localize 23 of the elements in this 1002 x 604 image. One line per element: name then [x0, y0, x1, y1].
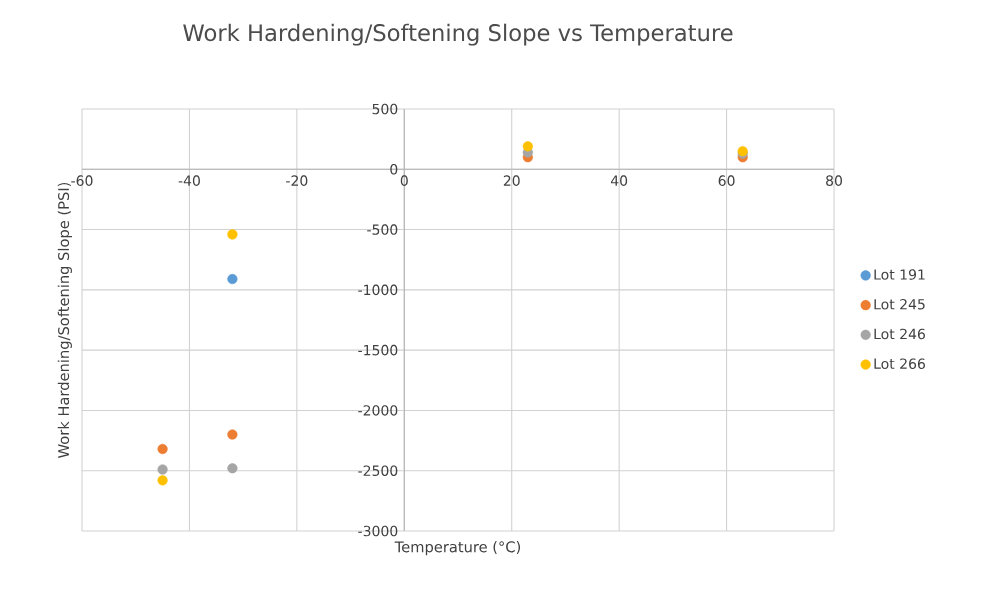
- y-tick-label: -1500: [358, 344, 398, 356]
- y-tick-label: -2000: [358, 405, 398, 416]
- y-axis-title: Work Hardening/Softening Slope (PSI): [57, 182, 72, 458]
- x-tick-label: 80: [826, 175, 842, 186]
- x-tick-label: 0: [400, 175, 408, 186]
- x-tick-label: -20: [286, 175, 308, 186]
- x-tick-label: -60: [71, 175, 93, 186]
- legend-label: Lot 246: [874, 328, 925, 340]
- legend-label: Lot 191: [874, 269, 925, 280]
- legend-label: Lot 245: [874, 298, 925, 310]
- x-tick-label: 20: [503, 175, 520, 186]
- legend-label: Lot 266: [874, 358, 925, 369]
- y-tick-label: -3000: [358, 525, 398, 537]
- y-tick-label: -1000: [358, 284, 398, 296]
- x-tick-label: 40: [610, 175, 628, 186]
- y-tick-label: 500: [372, 103, 398, 115]
- y-tick-label: 0: [390, 163, 398, 175]
- y-tick-label: -2500: [358, 465, 398, 476]
- chart-title: Work Hardening/Softening Slope vs Temperature: [183, 23, 733, 46]
- y-tick-label: -500: [367, 224, 398, 235]
- x-axis-title: Temperature (°C): [394, 541, 521, 556]
- x-tick-label: 60: [718, 175, 735, 186]
- x-tick-label: -40: [178, 175, 200, 186]
